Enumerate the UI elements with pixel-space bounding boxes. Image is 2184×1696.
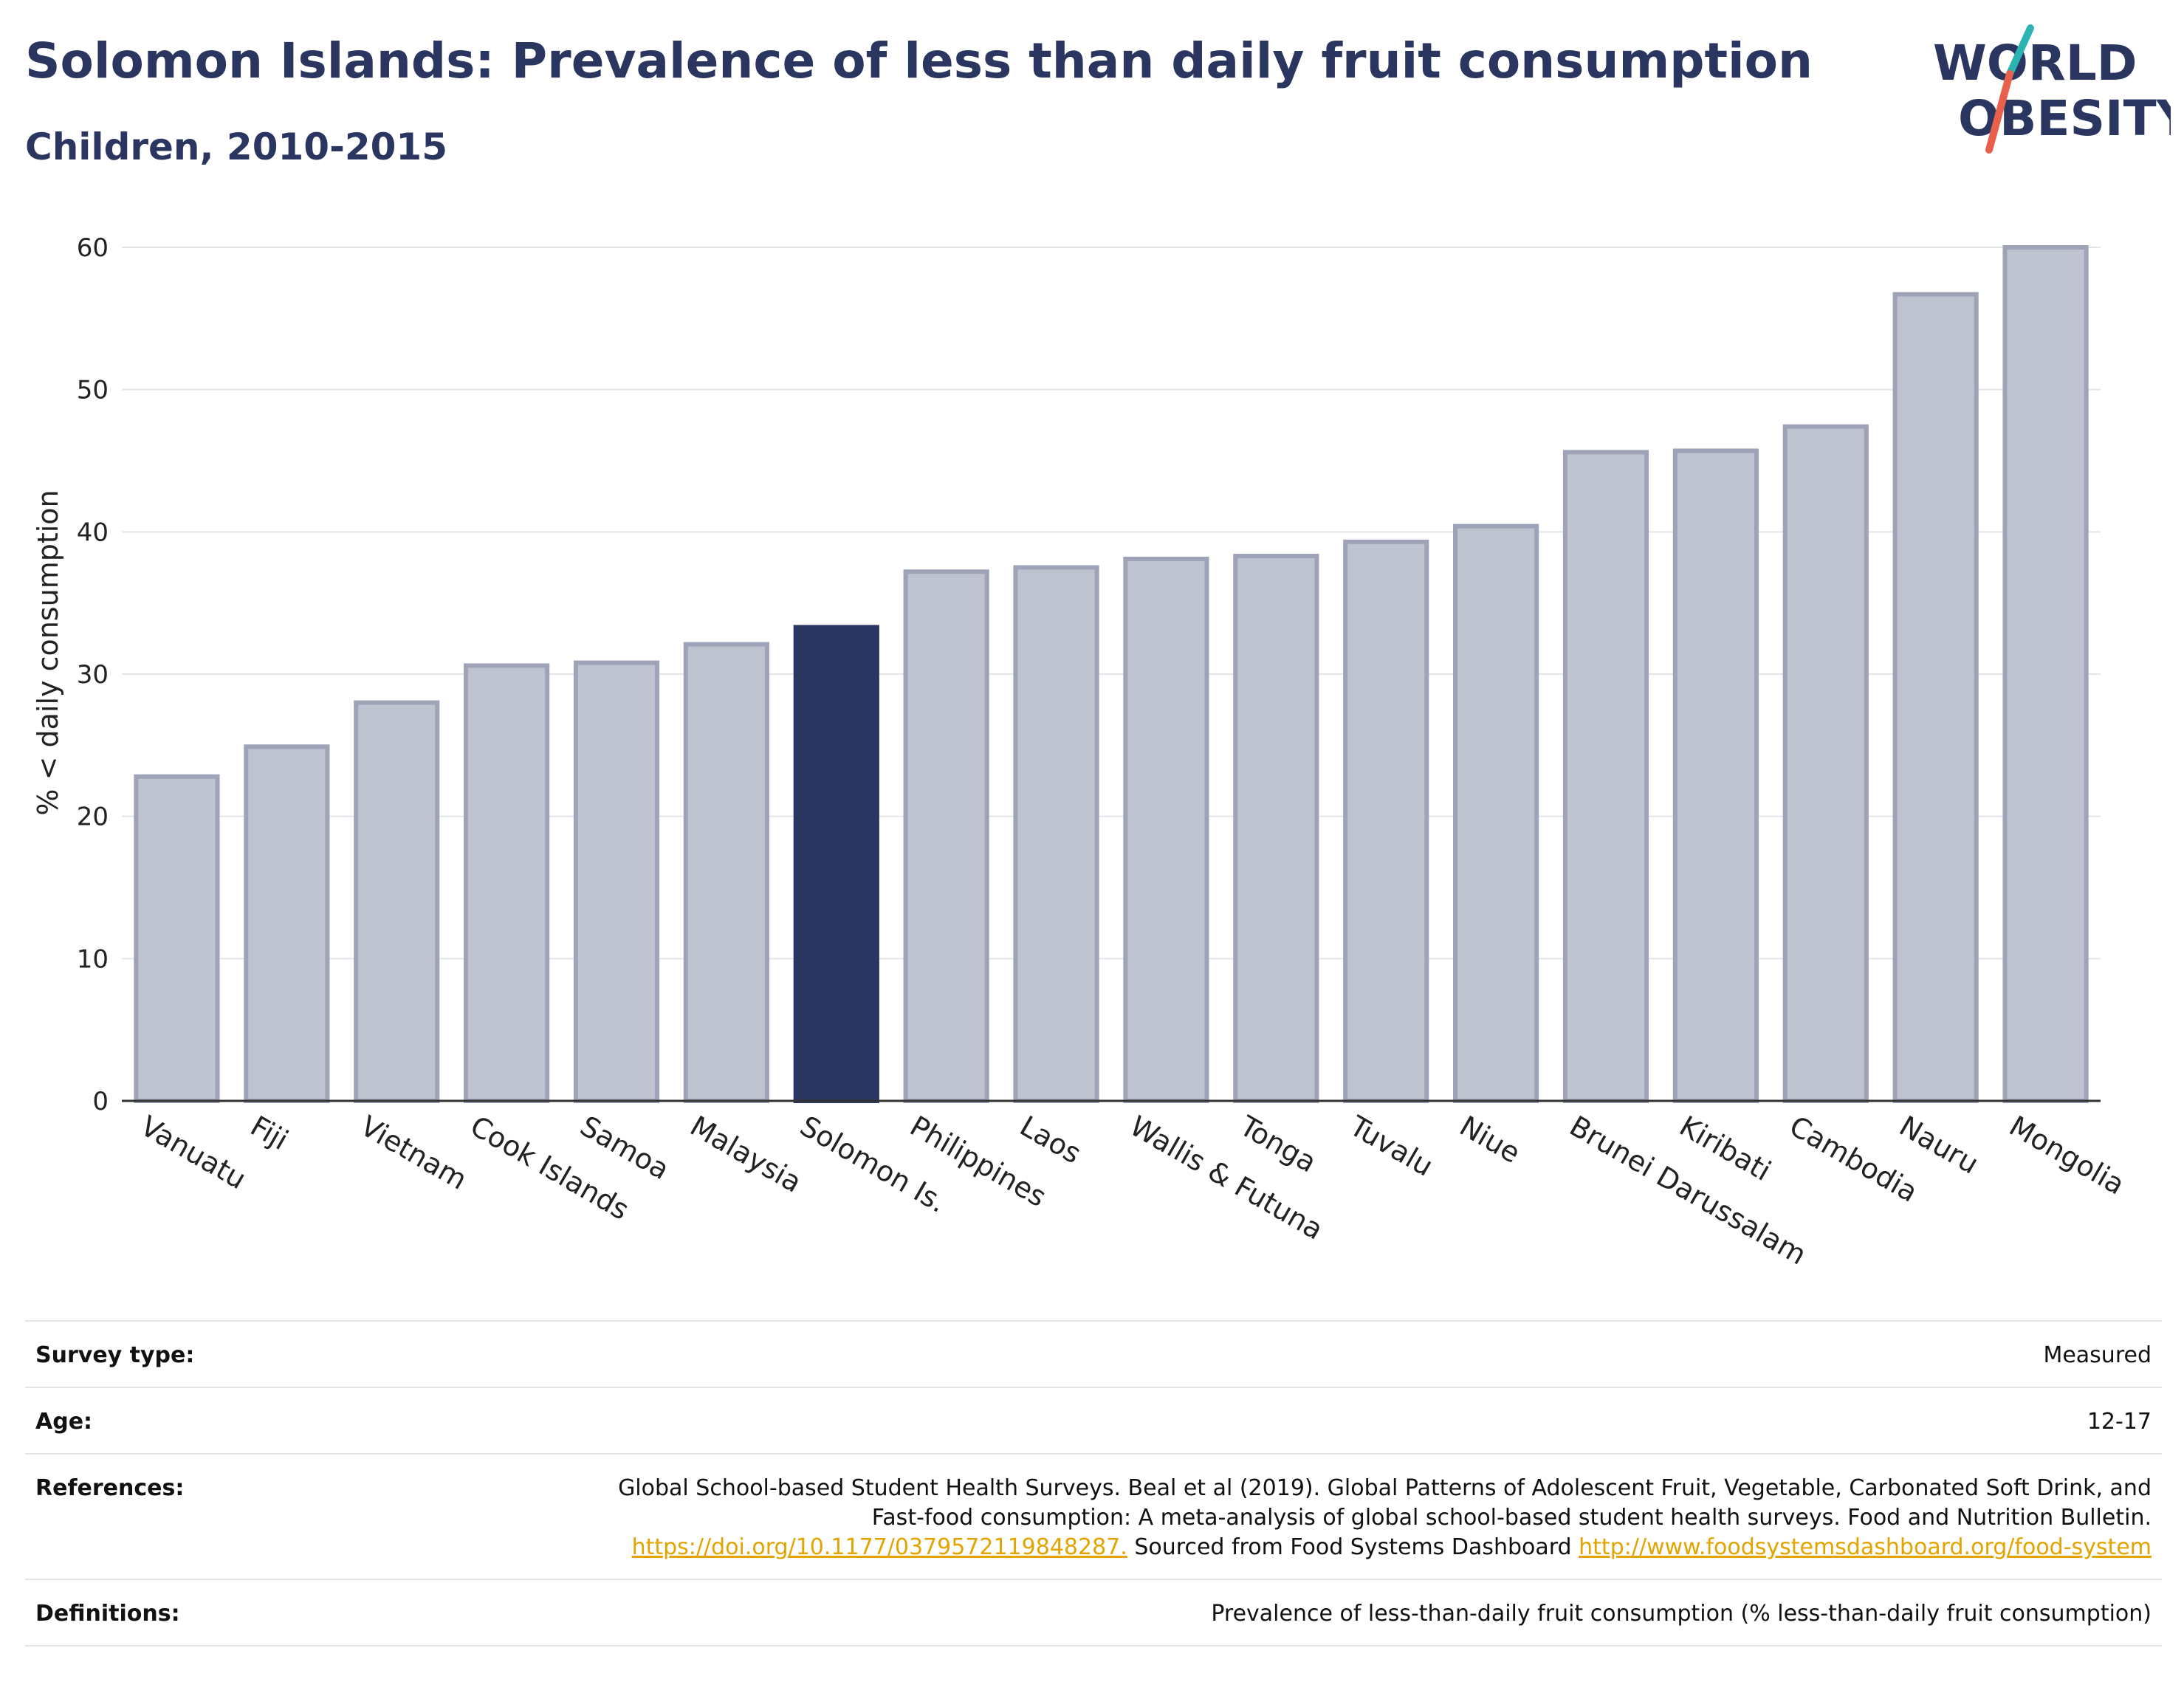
bar-fiji [244,744,330,1103]
bar-mongolia [2002,245,2089,1103]
bar-brunei-darussalam [1562,450,1649,1103]
x-tick-label: Tuvalu [1344,1109,1438,1183]
references-label: References: [35,1475,185,1501]
doi-link[interactable]: https://doi.org/10.1177/0379572119848287… [631,1534,1127,1560]
x-tick-label: Wallis & Futuna [1124,1110,1329,1246]
bar-cambodia [1782,424,1869,1103]
chart-subtitle: Children, 2010-2015 [25,126,447,168]
references-value: Global School-based Student Health Surve… [601,1474,2152,1562]
x-tick-label: Vietnam [355,1110,473,1196]
bar-solomon-is [793,625,879,1103]
x-tick-label: Laos [1014,1110,1087,1170]
bar-vietnam [354,700,440,1103]
bar-philippines [903,569,989,1103]
info-row-references: References: Global School-based Student … [25,1453,2162,1579]
info-row-survey-type: Survey type: Measured [25,1320,2162,1387]
bar-tuvalu [1343,539,1429,1103]
logo-slash-teal-icon [2006,24,2034,78]
bar-niue [1453,523,1539,1103]
x-tick-label: Tonga [1234,1109,1322,1178]
info-row-definitions: Definitions: Prevalence of less-than-dai… [25,1579,2162,1647]
y-tick-label: 20 [77,803,109,832]
info-row-age: Age: 12-17 [25,1387,2162,1453]
logo-slash-red-icon [1985,70,2013,154]
grid-lines [122,247,2101,960]
bars [134,245,2089,1104]
bar-tonga [1233,554,1319,1103]
logo-line-world: WORLD [1933,35,2137,92]
bar-vanuatu [134,774,220,1103]
bar-wallis-futuna [1123,556,1209,1103]
world-obesity-logo: WORLD OBESITY [1933,24,2171,154]
y-tick-label: 60 [77,233,109,263]
definitions-value: Prevalence of less-than-daily fruit cons… [1211,1601,2152,1627]
bar-malaysia [683,642,769,1103]
y-tick-label: 30 [77,660,109,690]
chart-title: Solomon Islands: Prevalence of less than… [25,32,1813,89]
references-source-text: Sourced from Food Systems Dashboard [1134,1534,1572,1560]
definitions-label: Definitions: [35,1601,180,1627]
y-tick-label: 10 [77,944,109,974]
bar-samoa [573,660,660,1103]
y-tick-label: 50 [77,376,109,405]
y-axis-ticks: 0 10 20 30 40 50 60 [77,233,109,1116]
y-tick-label: 40 [77,518,109,547]
bar-laos [1013,565,1099,1103]
x-tick-label: Niue [1455,1110,1526,1170]
y-axis-label: % < daily consumption [32,490,64,815]
survey-type-value: Measured [2043,1342,2152,1368]
x-tick-label: Mongolia [2004,1110,2130,1201]
references-text: Global School-based Student Health Surve… [618,1475,2152,1531]
age-label: Age: [35,1409,93,1435]
x-tick-label: Fiji [245,1110,294,1156]
x-tick-label: Vanuatu [135,1110,252,1195]
bar-kiribati [1672,448,1759,1103]
age-value: 12-17 [2087,1409,2152,1435]
x-tick-label: Malaysia [684,1110,807,1199]
info-table: Survey type: Measured Age: 12-17 Referen… [25,1320,2162,1647]
y-tick-label: 0 [92,1087,109,1116]
x-tick-label: Nauru [1894,1110,1984,1181]
bar-nauru [1892,292,1979,1104]
bar-cook-islands [464,663,550,1103]
food-systems-dashboard-link[interactable]: http://www.foodsystemsdashboard.org/food… [1579,1534,2152,1560]
survey-type-label: Survey type: [35,1342,195,1368]
